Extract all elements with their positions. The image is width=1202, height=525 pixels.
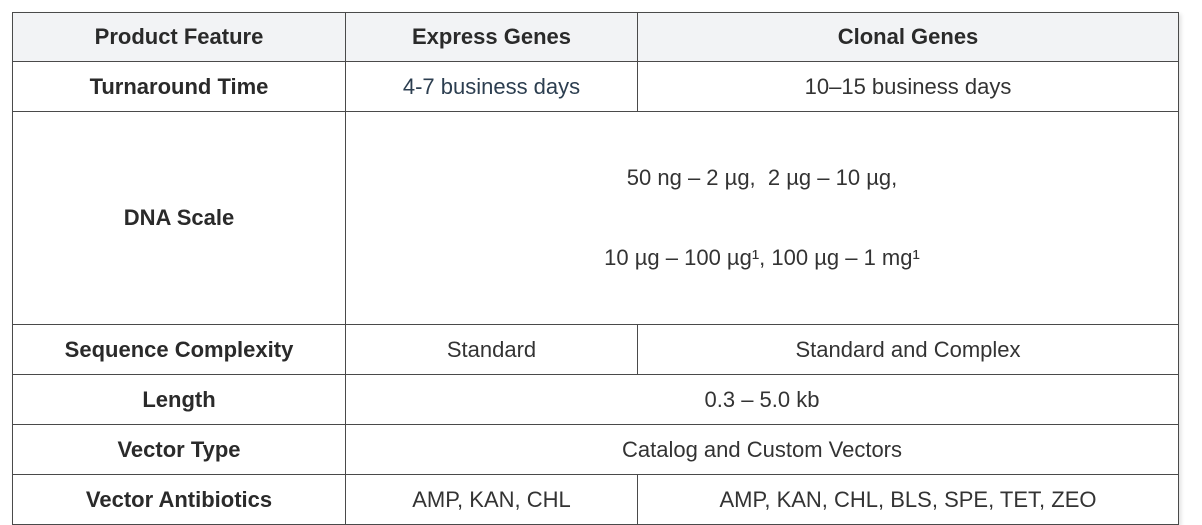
row: Sequence Complexity Standard Standard an… bbox=[12, 324, 1179, 375]
row: Length 0.3 – 5.0 kb bbox=[12, 374, 1179, 425]
feature-cell: Turnaround Time bbox=[12, 61, 346, 112]
cell: Catalog and Custom Vectors bbox=[345, 424, 1179, 475]
cell: 10–15 business days bbox=[637, 61, 1179, 112]
feature-cell: Vector Type bbox=[12, 424, 346, 475]
cell: 50 ng – 2 µg, 2 µg – 10 µg, 10 µg – 100 … bbox=[345, 111, 1179, 325]
page: Product Feature Express Genes Clonal Gen… bbox=[12, 12, 1179, 525]
feature-cell: DNA Scale bbox=[12, 111, 346, 325]
cell: 0.3 – 5.0 kb bbox=[345, 374, 1179, 425]
cell: AMP, KAN, CHL, BLS, SPE, TET, ZEO bbox=[637, 474, 1179, 525]
header-cell: Express Genes bbox=[345, 12, 638, 62]
row: Vector Antibiotics AMP, KAN, CHL AMP, KA… bbox=[12, 474, 1179, 525]
cell: AMP, KAN, CHL bbox=[345, 474, 638, 525]
row: DNA Scale 50 ng – 2 µg, 2 µg – 10 µg, 10… bbox=[12, 111, 1179, 325]
header-cell: Product Feature bbox=[12, 12, 346, 62]
cell: 4-7 business days bbox=[345, 61, 638, 112]
feature-cell: Vector Antibiotics bbox=[12, 474, 346, 525]
row: Vector Type Catalog and Custom Vectors bbox=[12, 424, 1179, 475]
cell: Standard and Complex bbox=[637, 324, 1179, 375]
header-cell: Clonal Genes bbox=[637, 12, 1179, 62]
cell: Standard bbox=[345, 324, 638, 375]
cell-line: 10 µg – 100 µg¹, 100 µg – 1 mg¹ bbox=[604, 245, 920, 270]
header-row: Product Feature Express Genes Clonal Gen… bbox=[12, 12, 1179, 62]
cell-line: 50 ng – 2 µg, 2 µg – 10 µg, bbox=[626, 165, 898, 190]
feature-cell: Length bbox=[12, 374, 346, 425]
row: Turnaround Time 4-7 business days 10–15 … bbox=[12, 61, 1179, 112]
feature-cell: Sequence Complexity bbox=[12, 324, 346, 375]
feature-table: Product Feature Express Genes Clonal Gen… bbox=[12, 12, 1179, 525]
